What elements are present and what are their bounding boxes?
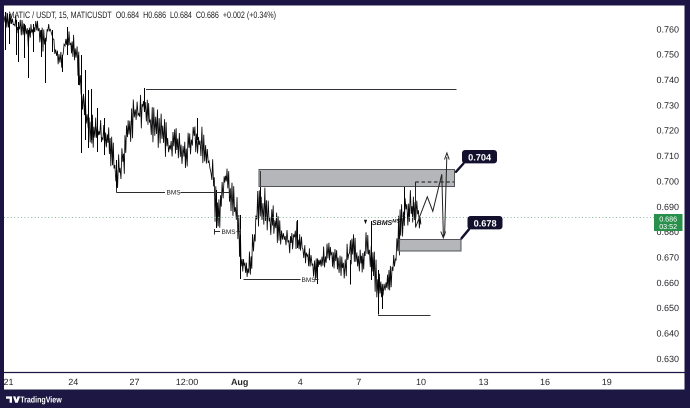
svg-text:0.660: 0.660 [656, 278, 679, 288]
svg-text:SBMSMS: SBMSMS [372, 219, 400, 228]
svg-text:0.710: 0.710 [656, 151, 679, 161]
svg-text:0.760: 0.760 [656, 24, 679, 34]
svg-text:0.670: 0.670 [656, 253, 679, 263]
svg-text:0.680: 0.680 [656, 227, 679, 237]
svg-text:19: 19 [602, 377, 612, 387]
svg-text:4: 4 [298, 377, 303, 387]
svg-text:BMS: BMS [222, 229, 237, 236]
svg-text:0.704: 0.704 [468, 152, 492, 162]
svg-text:0.630: 0.630 [656, 354, 679, 364]
svg-text:Aug: Aug [231, 377, 249, 387]
svg-text:0.650: 0.650 [656, 303, 679, 313]
svg-text:MATIC / USDT, 15, MATICUSDT O: MATIC / USDT, 15, MATICUSDT O0.684 H0.68… [9, 10, 277, 20]
svg-text:0.690: 0.690 [656, 202, 679, 212]
svg-text:16: 16 [540, 377, 550, 387]
svg-text:03:52: 03:52 [659, 222, 677, 231]
svg-text:24: 24 [68, 377, 78, 387]
svg-text:BMS: BMS [302, 277, 317, 284]
svg-text:0.730: 0.730 [656, 100, 679, 110]
svg-text:0.740: 0.740 [656, 75, 679, 85]
svg-text:7: 7 [356, 377, 361, 387]
svg-text:0.720: 0.720 [656, 126, 679, 136]
svg-text:0.700: 0.700 [656, 176, 679, 186]
svg-text:13: 13 [478, 377, 488, 387]
svg-text:27: 27 [129, 377, 139, 387]
svg-text:0.750: 0.750 [656, 50, 679, 60]
svg-text:BMS: BMS [167, 189, 182, 196]
svg-text:0.678: 0.678 [474, 218, 497, 228]
svg-text:0.686: 0.686 [659, 214, 677, 223]
svg-text:10: 10 [416, 377, 426, 387]
svg-text:12:00: 12:00 [176, 377, 199, 387]
svg-text:0.640: 0.640 [656, 329, 679, 339]
svg-text:21: 21 [3, 377, 13, 387]
svg-text:TradingView: TradingView [20, 394, 62, 404]
